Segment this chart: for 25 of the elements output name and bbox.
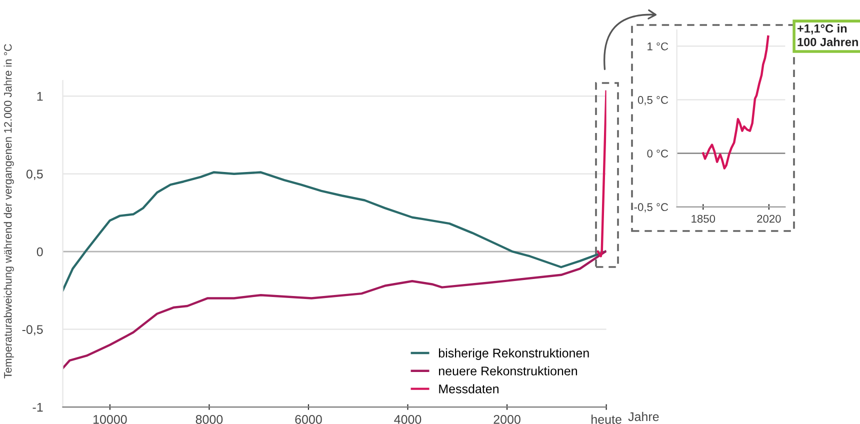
y-tick-label: 0,5 °C <box>638 96 668 106</box>
y-tick-label: -0,5 °C <box>634 203 668 212</box>
y-axis-title: Temperaturabweichung während der vergangenen 12.000 Jahre in °C <box>4 44 14 378</box>
x-tick-label: 2020 <box>757 214 781 223</box>
text: +1,1°C in 100 Jahren <box>797 24 858 46</box>
legend-label: neuere Rekonstruktionen <box>438 366 578 376</box>
y-tick-label: -1 <box>32 402 43 412</box>
legend-label: bisherige Rekonstruktionen <box>438 348 589 360</box>
legend-label: Messdaten <box>439 384 498 394</box>
y-tick-label: 0,5 <box>26 170 43 180</box>
x-tick-label: 4000 <box>394 415 422 424</box>
x-axis-title: Jahre <box>628 412 659 422</box>
x-tick-label: 6000 <box>295 415 322 424</box>
x-tick-label: 8000 <box>196 415 223 424</box>
line-series <box>62 171 606 292</box>
y-tick-label: 0 <box>36 247 43 256</box>
x-tick-label: 10000 <box>94 415 127 424</box>
y-tick-label: -0,5 <box>22 325 43 336</box>
line-series <box>702 35 770 170</box>
y-tick-label: 1 °C <box>648 42 668 50</box>
y-tick-label: 0 °C <box>647 150 668 158</box>
x-tick-label: heute <box>592 414 622 424</box>
x-tick-label: 2000 <box>494 415 520 424</box>
x-tick-label: 1850 <box>692 214 716 223</box>
y-tick-label: 1 <box>37 92 43 101</box>
